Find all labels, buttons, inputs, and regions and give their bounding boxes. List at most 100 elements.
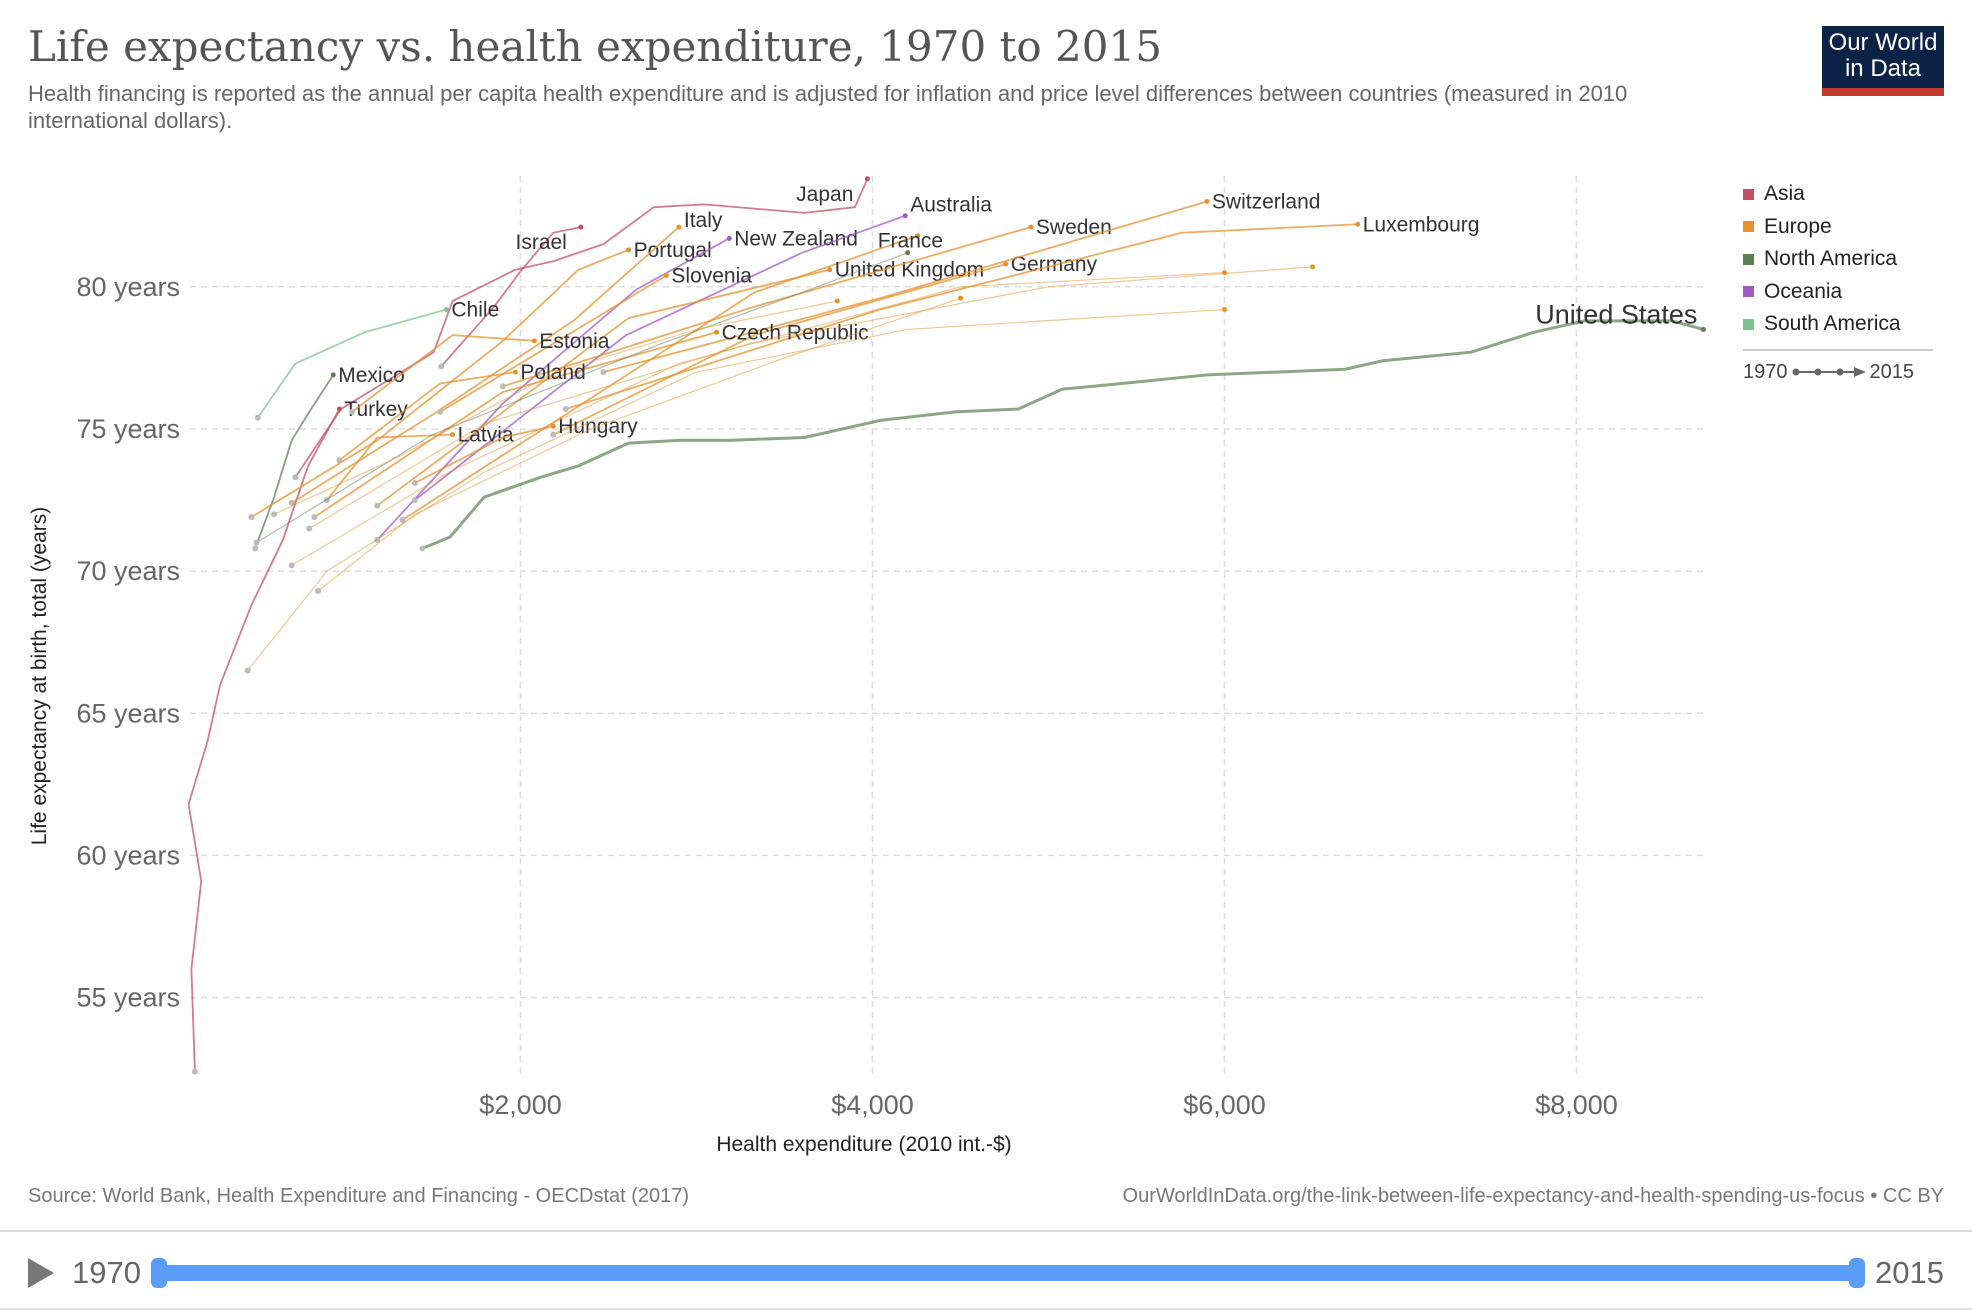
divider [0,1230,1972,1232]
series-label: Czech Republic [722,321,869,344]
series-start-point [315,588,322,595]
series-label: Switzerland [1212,191,1321,214]
series-start-point [550,431,557,438]
series-label: Sweden [1036,216,1112,239]
legend-swatch [1743,318,1754,330]
series-start-point [271,511,278,518]
series-line [376,237,730,541]
series-start-point [306,525,313,532]
series-start-point [411,497,418,504]
series-end-point [834,298,840,304]
series-end-point [663,272,669,278]
owid-logo[interactable]: Our World in Data [1822,26,1944,96]
series-label: Estonia [539,330,609,353]
series-line [440,226,582,368]
legend-item-south-america[interactable]: South America [1743,308,1933,341]
series-line [414,425,554,484]
series-start-point [254,414,261,421]
series-end-point [1700,326,1706,332]
series-chile: Chile [254,299,499,421]
series-line [338,371,516,461]
series-switzerland: Switzerland [600,191,1320,376]
timeline-slider[interactable] [150,1258,1866,1288]
series-label: Chile [451,299,499,322]
legend-item-asia[interactable]: Asia [1743,178,1933,211]
series-sweden: Sweden [499,216,1112,390]
series-start-point [411,479,418,486]
series-australia: Australia [411,194,992,504]
series-end-point [1204,199,1210,205]
chart-title: Life expectancy vs. health expenditure, … [28,22,1162,71]
series-start-point [437,408,444,415]
series-start-point [600,369,607,376]
series-end-point [726,235,732,241]
x-tick-label: $6,000 [1183,1090,1266,1120]
series-unlabeled [271,298,840,518]
y-tick-label: 80 years [76,272,180,302]
timeline-end-handle[interactable] [1849,1258,1866,1288]
legend: Asia Europe North America Oceania South … [1743,178,1933,384]
series-line [291,271,1225,566]
series-line [250,249,629,518]
series-label: Mexico [338,364,405,387]
series-line [254,374,334,549]
legend-item-north-america[interactable]: North America [1743,243,1933,276]
series-mexico: Mexico [252,364,405,552]
timeline: 1970 2015 [28,1250,1944,1296]
series-unlabeled [253,250,911,546]
legend-label: Asia [1764,182,1805,206]
source-url[interactable]: OurWorldInData.org/the-link-between-life… [1122,1185,1944,1207]
series-end-point [1222,270,1227,276]
chart-subtitle: Health financing is reported as the annu… [28,81,1628,133]
series-label: New Zealand [734,227,858,250]
x-tick-label: $8,000 [1535,1090,1618,1120]
time-legend-start: 1970 [1743,360,1788,383]
series-line [256,308,447,419]
series-turkey: Turkey [187,398,408,1075]
series-start-point [336,457,343,464]
series-france: France [399,230,943,523]
series-line [326,433,453,501]
series-label: Latvia [458,424,514,447]
series-line [317,297,961,592]
timeline-end-year: 2015 [1875,1255,1944,1290]
series-israel: Israel [438,224,584,370]
series-line [313,331,717,518]
series-start-point [244,667,251,674]
series-label: Portugal [634,239,712,262]
legend-item-oceania[interactable]: Oceania [1743,276,1933,309]
series-start-point [349,408,356,415]
timeline-start-handle[interactable] [150,1258,167,1288]
series-unlabeled [244,307,1227,674]
series-czech-republic: Czech Republic [311,321,869,521]
series-line [565,223,1358,410]
series-unlabeled [315,295,963,595]
series-italy: Italy [288,209,723,506]
legend-item-europe[interactable]: Europe [1743,211,1933,244]
series-start-point [562,406,569,413]
series-end-point [958,295,963,301]
x-tick-label: $2,000 [479,1090,562,1120]
series-label: Australia [910,194,992,217]
series-end-point [578,224,584,230]
series-start-point [311,514,318,521]
series-label: United Kingdom [835,259,984,282]
series-line [603,200,1208,373]
legend-swatch [1743,188,1754,200]
y-tick-label: 55 years [76,983,180,1013]
series-end-point [676,224,682,230]
series-line [291,226,680,504]
legend-swatch [1743,221,1754,233]
series-end-point [827,267,833,273]
series-label: France [878,230,943,253]
series-end-point [443,307,449,313]
time-legend: 1970 2015 [1743,361,1933,384]
series-end-point [336,406,342,412]
series-united-states: United States [419,299,1706,552]
x-axis-label: Health expenditure (2010 int.-$) [716,1133,1011,1156]
source-note[interactable]: Source: World Bank, Health Expenditure a… [28,1185,690,1207]
play-icon[interactable] [28,1258,54,1288]
series-label: Italy [684,209,723,232]
series-line [256,252,908,544]
series-start-point [252,545,259,552]
